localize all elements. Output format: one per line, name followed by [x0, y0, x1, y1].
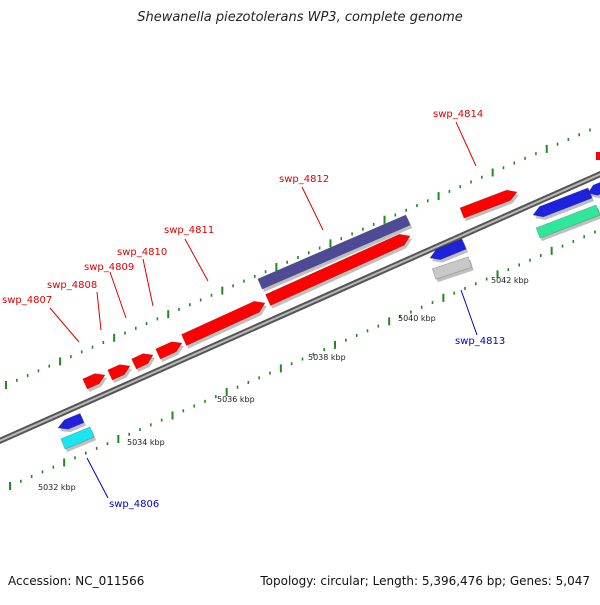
scale-label: 5036 kbp	[217, 395, 255, 404]
gene-leader-line	[142, 258, 154, 307]
gene-swp-4806-cds	[60, 426, 95, 450]
scale-label: 5034 kbp	[127, 438, 165, 447]
gene-label: swp_4810	[117, 247, 167, 258]
gene-label: swp_4806	[109, 499, 159, 510]
gene-leader-line	[96, 291, 102, 331]
scale-label: 5032 kbp	[38, 483, 76, 492]
gene-label: swp_4809	[84, 262, 134, 273]
gene-leader-line	[109, 271, 127, 319]
gene-swp-4814-arrow	[459, 189, 518, 219]
gene-label: swp_4807	[2, 295, 52, 306]
topology-text: Topology: circular; Length: 5,396,476 bp…	[260, 574, 590, 588]
scale-label: 5040 kbp	[398, 314, 436, 323]
gene-edge-stub	[596, 152, 600, 160]
scale-label: 5038 kbp	[308, 353, 346, 362]
gene-swp-4807-arrow	[82, 373, 106, 390]
gene-swp-4811-arrow	[181, 300, 266, 346]
gene-leader-line	[184, 238, 209, 282]
gene-swp-4808-arrow	[107, 364, 131, 381]
gene-swp-4812-cds	[257, 214, 411, 290]
scale-label: 5042 kbp	[491, 276, 529, 285]
gene-leader-line	[86, 457, 109, 499]
gene-label: swp_4813	[455, 336, 505, 347]
gene-swp-4812-arrow	[265, 233, 411, 306]
gene-swp-4813-arrow	[429, 238, 467, 260]
gene-edge-arrow	[587, 182, 600, 196]
gene-label: swp_4812	[279, 174, 329, 185]
gene-swp-4810-arrow	[155, 341, 183, 360]
gene-labels: swp_4806 swp_4807 swp_4808 swp_4809 swp_4810…	[2, 109, 505, 510]
gene-swp-4813-cds	[431, 256, 473, 280]
gene-swp-4809-arrow	[131, 353, 154, 370]
genome-backbone-highlight	[0, 173, 600, 442]
accession-text: Accession: NC_011566	[8, 574, 145, 588]
gene-features	[57, 152, 600, 453]
gene-leader-line	[49, 307, 80, 343]
gene-label: swp_4811	[164, 225, 214, 236]
inner-tick-marks	[9, 230, 596, 490]
scale-labels: 5032 kbp 5034 kbp 5036 kbp 5038 kbp 5040 kbp…	[38, 276, 529, 492]
gene-label: swp_4808	[47, 280, 97, 291]
map-title: Shewanella piezotolerans WP3, complete g…	[137, 10, 463, 25]
gene-leader-line	[460, 289, 478, 336]
gene-leader-line	[301, 186, 324, 231]
outer-tick-marks	[5, 128, 591, 389]
gene-leader-line	[455, 121, 477, 167]
gene-swp-4806-arrow	[57, 412, 85, 430]
gene-label: swp_4814	[433, 109, 483, 120]
